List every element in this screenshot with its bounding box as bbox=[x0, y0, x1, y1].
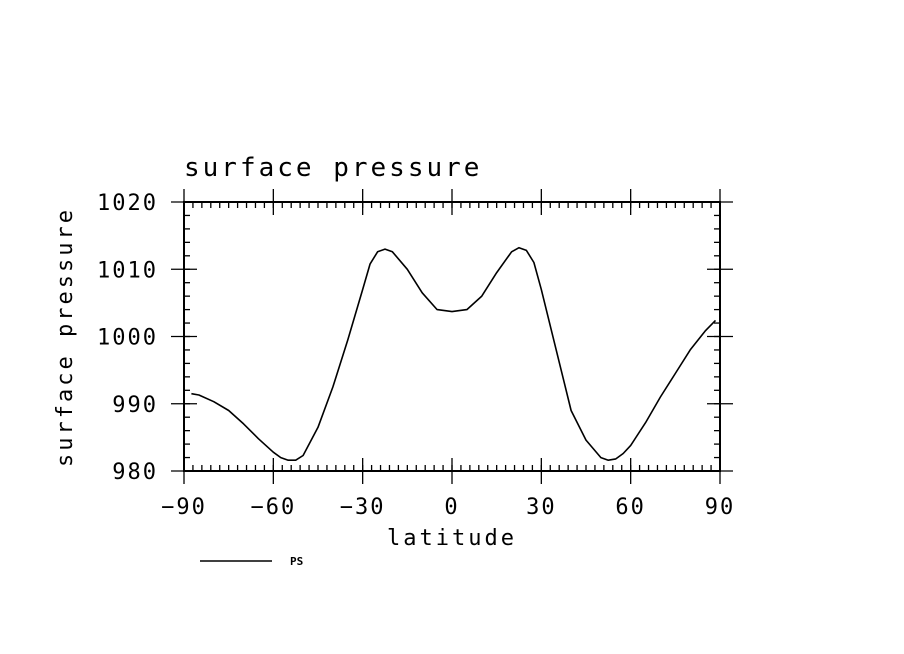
y-tick-label: 1020 bbox=[97, 191, 158, 216]
x-tick-label: 0 bbox=[444, 495, 459, 520]
y-tick-label: 980 bbox=[112, 460, 158, 485]
series-lines bbox=[191, 246, 717, 462]
axis-ticks bbox=[171, 189, 733, 484]
x-tick-label: 90 bbox=[705, 495, 736, 520]
y-axis-label: surface pressure bbox=[53, 207, 78, 467]
y-tick-labels: 980 990 1000 1010 1020 bbox=[97, 191, 158, 485]
x-tick-label: 60 bbox=[615, 495, 646, 520]
x-tick-label: 30 bbox=[526, 495, 557, 520]
legend: PS bbox=[200, 555, 303, 568]
y-tick-label: 1000 bbox=[97, 326, 158, 351]
series-line-ps bbox=[191, 246, 717, 462]
y-tick-label: 1010 bbox=[97, 258, 158, 283]
x-tick-label: −30 bbox=[340, 495, 386, 520]
x-axis-label: latitude bbox=[387, 526, 517, 551]
legend-label-ps: PS bbox=[290, 555, 303, 568]
x-tick-labels: −90 −60 −30 0 30 60 90 bbox=[161, 495, 736, 520]
x-tick-label: −60 bbox=[250, 495, 296, 520]
y-tick-label: 990 bbox=[112, 393, 158, 418]
x-tick-label: −90 bbox=[161, 495, 207, 520]
plot-frame bbox=[183, 201, 721, 472]
chart-title: surface pressure bbox=[184, 153, 482, 183]
